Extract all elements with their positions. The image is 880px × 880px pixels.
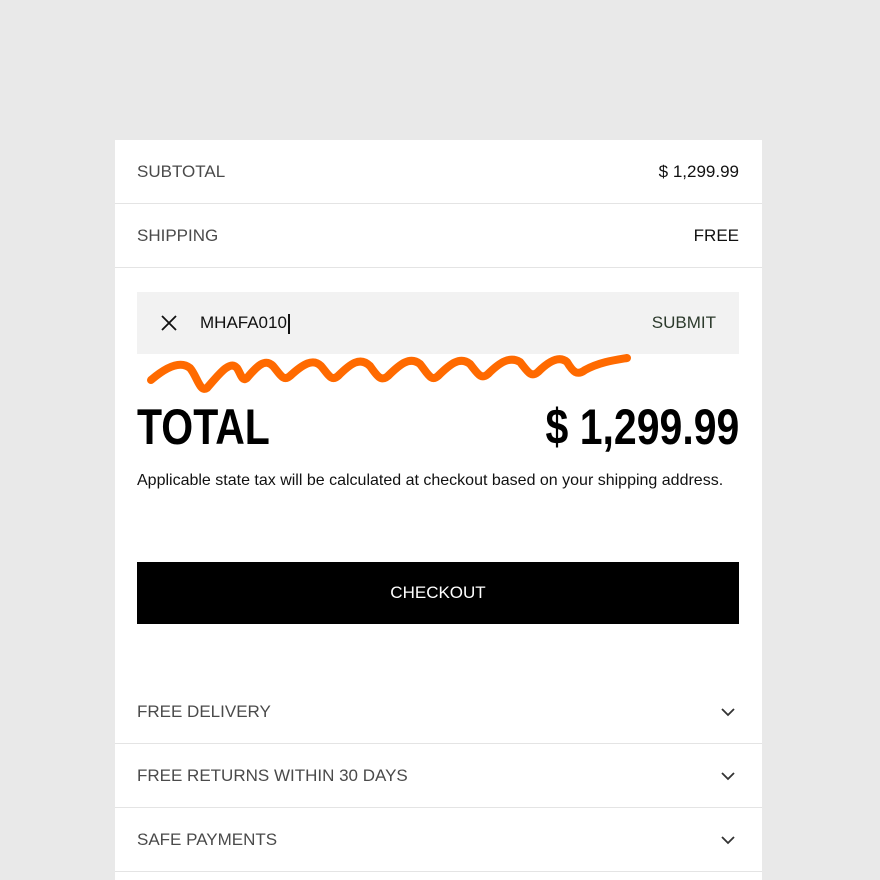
orange-squiggle-annotation <box>147 354 631 393</box>
chevron-down-icon <box>721 772 735 781</box>
chevron-down-icon <box>721 708 735 717</box>
accordion-safe-payments[interactable]: SAFE PAYMENTS <box>115 808 762 872</box>
accordion-label: FREE DELIVERY <box>137 702 271 721</box>
promo-code-input[interactable]: MHAFA010 <box>200 292 290 354</box>
tax-note: Applicable state tax will be calculated … <box>137 472 724 489</box>
shipping-value: FREE <box>693 226 739 245</box>
promo-code-value: MHAFA010 <box>200 313 287 332</box>
accordion-free-delivery[interactable]: FREE DELIVERY <box>115 680 762 744</box>
total-label: TOTAL <box>137 399 270 455</box>
accordion-free-returns[interactable]: FREE RETURNS WITHIN 30 DAYS <box>115 744 762 808</box>
promo-code-field[interactable]: MHAFA010 SUBMIT <box>137 292 739 354</box>
close-icon[interactable] <box>159 313 179 333</box>
chevron-down-icon <box>721 836 735 845</box>
accordion-label: FREE RETURNS WITHIN 30 DAYS <box>137 766 408 785</box>
submit-button[interactable]: SUBMIT <box>651 313 716 332</box>
subtotal-label: SUBTOTAL <box>137 162 226 181</box>
text-cursor <box>287 313 290 334</box>
shipping-label: SHIPPING <box>137 226 219 245</box>
total-value: $ 1,299.99 <box>545 399 739 455</box>
subtotal-value: $ 1,299.99 <box>658 162 739 181</box>
subtotal-row: SUBTOTAL $ 1,299.99 <box>115 140 762 204</box>
checkout-button[interactable]: CHECKOUT <box>137 562 739 624</box>
shipping-row: SHIPPING FREE <box>115 204 762 268</box>
accordion-label: SAFE PAYMENTS <box>137 830 278 849</box>
order-summary-card: SUBTOTAL $ 1,299.99 SHIPPING FREE MHAFA0… <box>115 140 762 880</box>
